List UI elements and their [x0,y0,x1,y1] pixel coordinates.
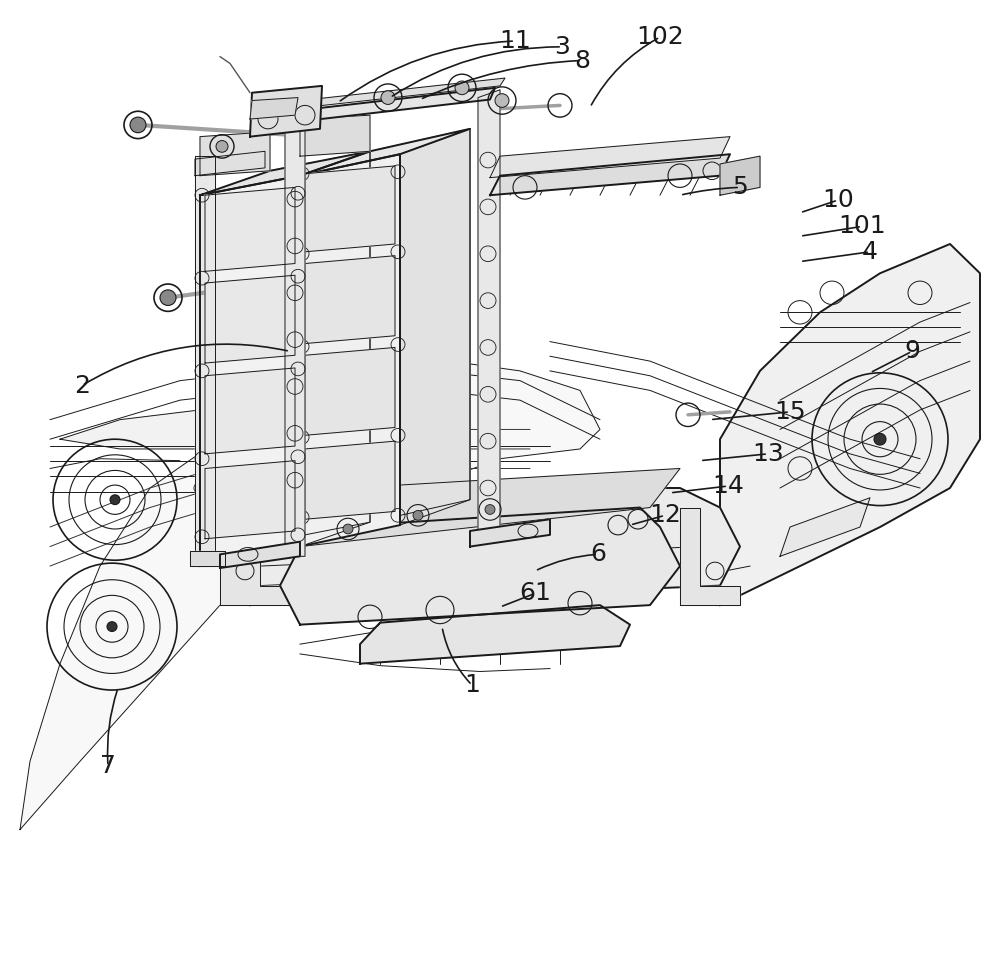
Circle shape [107,622,117,631]
Circle shape [455,81,469,95]
Text: 61: 61 [519,582,551,605]
Text: 11: 11 [499,29,531,53]
Circle shape [485,505,495,514]
Polygon shape [190,551,225,566]
Polygon shape [195,156,215,566]
Polygon shape [780,498,870,556]
Text: 101: 101 [838,215,886,238]
Polygon shape [300,115,370,156]
Circle shape [130,117,146,133]
Polygon shape [300,154,400,547]
Polygon shape [720,156,760,195]
Polygon shape [205,275,295,363]
Polygon shape [370,129,470,522]
Circle shape [216,141,228,152]
Text: 15: 15 [774,400,806,424]
Circle shape [110,495,120,505]
Polygon shape [680,508,740,605]
Polygon shape [478,90,500,535]
Polygon shape [490,154,730,195]
Polygon shape [220,468,740,605]
Polygon shape [720,244,980,605]
Text: 1: 1 [464,673,480,697]
Polygon shape [360,605,630,664]
Text: 10: 10 [822,188,854,212]
Polygon shape [280,508,680,625]
Polygon shape [270,151,370,542]
Text: 8: 8 [574,49,590,72]
Polygon shape [305,441,395,519]
Text: 4: 4 [862,240,878,264]
Circle shape [874,433,886,445]
Text: 14: 14 [712,474,744,498]
Polygon shape [20,361,600,830]
Circle shape [343,524,353,534]
Polygon shape [300,151,370,547]
Polygon shape [285,117,305,556]
Text: 2: 2 [74,374,90,397]
Text: 12: 12 [649,504,681,527]
Polygon shape [250,98,298,119]
Polygon shape [250,86,322,137]
Polygon shape [220,508,300,605]
Text: 7: 7 [100,754,116,778]
Polygon shape [60,410,300,449]
Polygon shape [220,542,300,568]
Polygon shape [200,132,270,176]
Polygon shape [200,151,370,195]
Polygon shape [195,151,265,176]
Circle shape [381,91,395,104]
Circle shape [160,290,176,305]
Polygon shape [295,88,495,122]
Text: 3: 3 [554,35,570,59]
Polygon shape [205,461,295,539]
Circle shape [495,94,509,107]
Polygon shape [205,187,295,271]
Polygon shape [205,368,295,454]
Polygon shape [300,468,680,547]
Circle shape [413,510,423,520]
Polygon shape [470,519,550,547]
Polygon shape [200,176,300,566]
Polygon shape [305,166,395,252]
Polygon shape [305,78,505,107]
Text: 6: 6 [590,543,606,566]
Polygon shape [300,129,470,176]
Polygon shape [490,137,730,178]
Polygon shape [305,256,395,344]
Text: 5: 5 [732,176,748,199]
Text: 9: 9 [904,340,920,363]
Text: 102: 102 [636,25,684,49]
Text: 13: 13 [752,442,784,466]
Polygon shape [400,129,470,525]
Polygon shape [305,347,395,435]
